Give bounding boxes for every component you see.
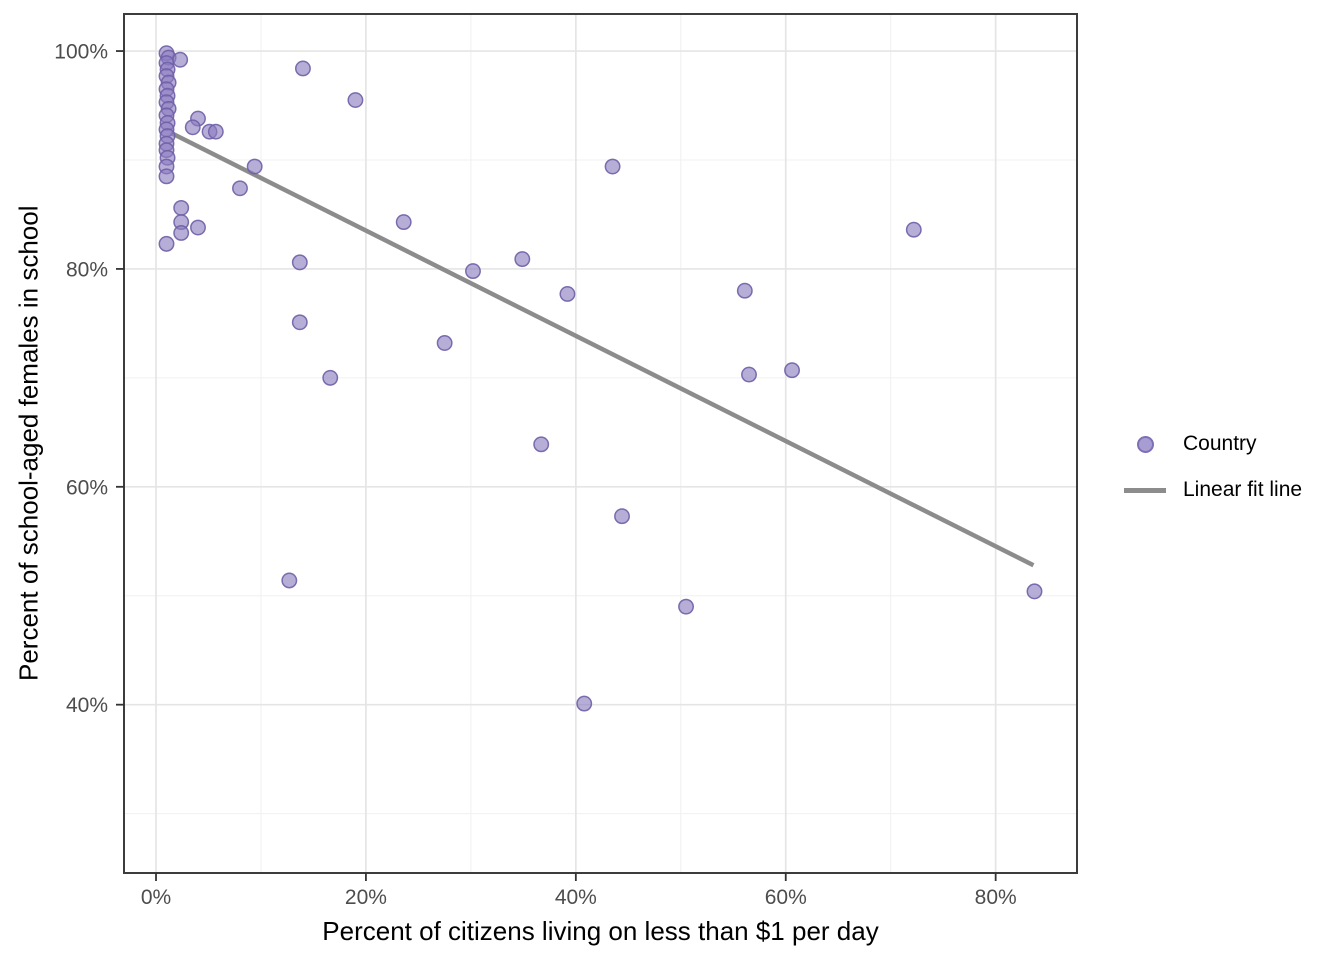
country-point-key (1120, 432, 1170, 456)
legend-line-icon (1124, 487, 1166, 493)
data-point (291, 314, 308, 331)
data-point (905, 221, 922, 238)
x-tick-label: 0% (141, 886, 171, 909)
data-point (576, 695, 593, 712)
data-point (322, 369, 339, 386)
data-point (514, 251, 531, 268)
x-tick-label: 40% (555, 886, 597, 909)
data-point (207, 123, 224, 140)
x-tick-label: 20% (345, 886, 387, 909)
data-point (294, 60, 311, 77)
legend: Country Linear fit line (1120, 421, 1302, 513)
data-point (559, 286, 576, 302)
data-point (184, 119, 201, 136)
legend-label-fit-line: Linear fit line (1183, 478, 1303, 501)
data-point (172, 51, 189, 68)
data-point (190, 219, 206, 236)
data-point (395, 214, 412, 231)
panel-border (123, 13, 1078, 874)
linear-fit-line (169, 130, 1035, 568)
legend-item-fit-line: Linear fit line (1120, 467, 1302, 513)
fit-line-key (1120, 478, 1170, 502)
data-point (533, 436, 550, 453)
data-point (291, 254, 308, 271)
y-tick-label: 80% (66, 258, 108, 281)
data-point (614, 508, 630, 525)
data-point (158, 235, 175, 252)
data-point (465, 263, 481, 280)
data-point (741, 366, 757, 383)
y-tick-label: 100% (54, 41, 108, 64)
data-point (784, 362, 800, 379)
data-point (173, 199, 190, 216)
data-point (232, 180, 248, 197)
data-point (281, 572, 298, 589)
x-tick-label: 80% (975, 886, 1017, 909)
legend-item-country: Country (1120, 421, 1302, 467)
data-point (678, 598, 694, 615)
y-tick-label: 40% (66, 694, 108, 717)
x-tick-label: 60% (765, 886, 807, 909)
data-point (604, 158, 621, 175)
data-point (436, 335, 453, 351)
data-point (173, 225, 190, 241)
x-axis-title: Percent of citizens living on less than … (322, 916, 879, 946)
data-point (736, 282, 753, 299)
y-tick-label: 60% (66, 476, 108, 499)
data-point (1026, 583, 1043, 600)
legend-point-icon (1136, 435, 1154, 453)
data-point (347, 92, 364, 109)
data-point (246, 158, 263, 175)
y-axis-title: Percent of school-aged females in school (13, 205, 44, 682)
legend-label-country: Country (1183, 432, 1257, 455)
data-point (158, 168, 175, 185)
